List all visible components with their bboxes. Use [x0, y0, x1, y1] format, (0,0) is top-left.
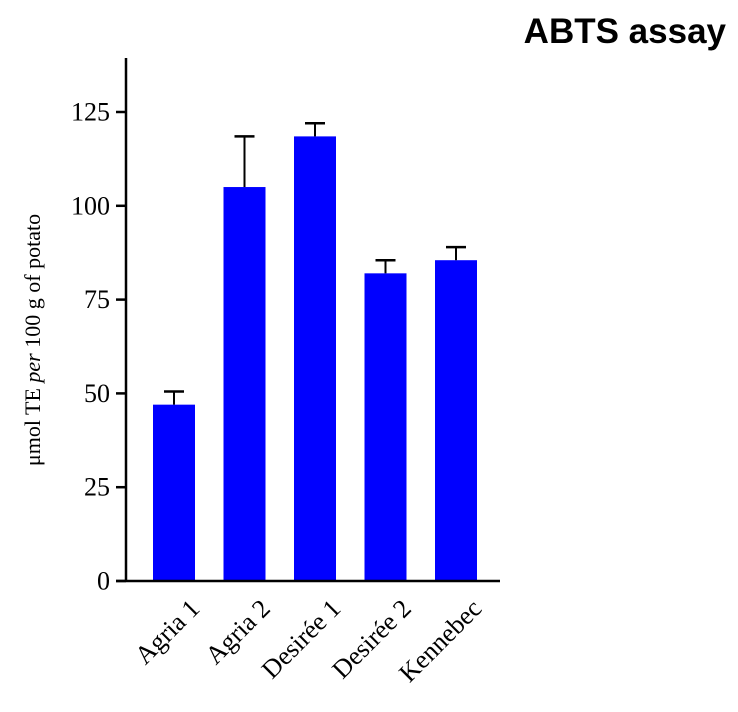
bar — [364, 273, 407, 581]
y-axis-title-part: per — [20, 353, 45, 385]
y-tick-label: 75 — [84, 285, 110, 314]
y-tick-label: 25 — [84, 473, 110, 502]
bar — [294, 136, 336, 581]
y-tick-label: 125 — [71, 98, 110, 127]
y-tick-label: 0 — [97, 567, 110, 596]
bar — [153, 404, 195, 581]
y-tick-label: 50 — [84, 379, 110, 408]
y-axis-title-part: μmol TE — [20, 383, 45, 467]
category-label: Agria 1 — [129, 594, 205, 670]
bar — [223, 187, 266, 582]
y-axis-title: μmol TE per 100 g of potato — [20, 214, 45, 466]
y-tick-label: 100 — [71, 191, 110, 220]
chart-title: ABTS assay — [523, 12, 726, 51]
y-axis-title-part: 100 g of potato — [20, 214, 45, 353]
bar — [435, 260, 477, 581]
